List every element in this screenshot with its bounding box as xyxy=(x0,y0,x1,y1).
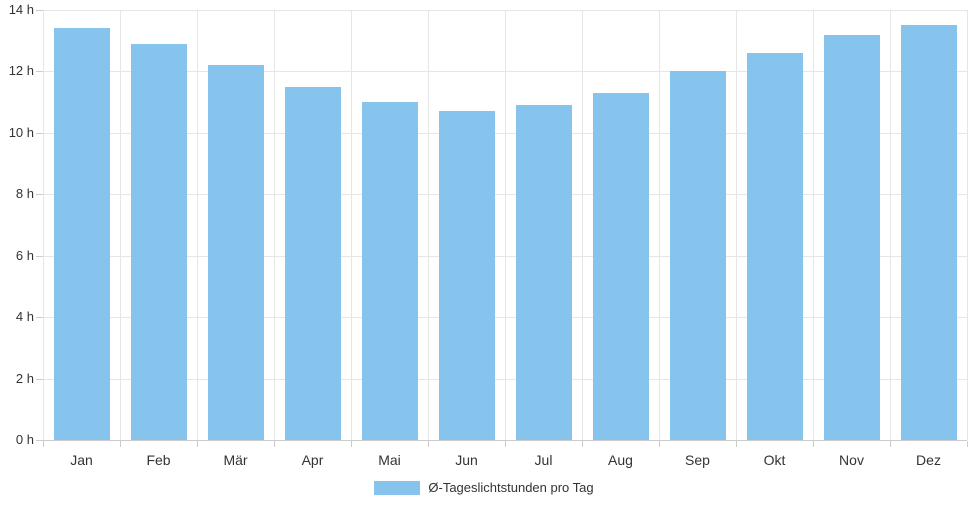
x-axis-tick xyxy=(659,441,660,447)
x-axis-tick xyxy=(351,441,352,447)
bar-sep[interactable] xyxy=(669,71,726,440)
bar-apr[interactable] xyxy=(284,86,341,440)
bar-jul[interactable] xyxy=(515,105,572,440)
x-axis-label: Jun xyxy=(455,452,478,468)
x-axis-label: Dez xyxy=(916,452,941,468)
v-gridline xyxy=(428,10,429,440)
h-gridline xyxy=(43,194,967,196)
x-axis-tick xyxy=(274,441,275,447)
x-axis-tick xyxy=(813,441,814,447)
x-axis-tick xyxy=(120,441,121,447)
x-axis-label: Nov xyxy=(839,452,864,468)
x-axis-label: Mär xyxy=(223,452,248,468)
x-axis-tick xyxy=(197,441,198,447)
x-axis-label: Sep xyxy=(685,452,710,468)
x-axis-label: Aug xyxy=(608,452,633,468)
legend-label: Ø-Tageslichtstunden pro Tag xyxy=(428,480,594,495)
y-axis-label: 2 h xyxy=(15,370,34,386)
v-gridline xyxy=(736,10,737,440)
h-gridline xyxy=(43,255,967,257)
v-gridline xyxy=(197,10,198,440)
v-gridline xyxy=(505,10,506,440)
y-axis-tick xyxy=(36,194,43,196)
y-axis-label: 4 h xyxy=(15,309,34,325)
legend-swatch[interactable] xyxy=(374,481,421,495)
h-gridline xyxy=(43,317,967,319)
v-gridline xyxy=(43,10,44,440)
x-axis-line xyxy=(43,440,967,441)
y-axis-label: 12 h xyxy=(8,63,34,79)
v-gridline xyxy=(813,10,814,440)
v-gridline xyxy=(890,10,891,440)
h-gridline xyxy=(43,132,967,134)
y-axis-tick xyxy=(36,71,43,73)
y-axis-tick xyxy=(36,317,43,319)
x-axis-tick xyxy=(505,441,506,447)
y-axis-label: 8 h xyxy=(15,186,34,202)
y-axis-tick xyxy=(36,255,43,257)
x-axis-label: Feb xyxy=(146,452,171,468)
x-axis-tick xyxy=(736,441,737,447)
v-gridline xyxy=(582,10,583,440)
v-gridline xyxy=(274,10,275,440)
bar-aug[interactable] xyxy=(592,92,649,440)
y-axis-tick xyxy=(36,132,43,134)
v-gridline xyxy=(659,10,660,440)
y-axis-tick xyxy=(36,378,43,380)
v-gridline xyxy=(120,10,121,440)
v-gridline xyxy=(351,10,352,440)
x-axis-tick xyxy=(428,441,429,447)
x-axis-label: Jul xyxy=(534,452,553,468)
bar-okt[interactable] xyxy=(746,53,803,440)
x-axis-label: Apr xyxy=(301,452,324,468)
x-axis-label: Okt xyxy=(763,452,786,468)
bar-mai[interactable] xyxy=(361,102,418,440)
h-gridline xyxy=(43,71,967,73)
bar-mär[interactable] xyxy=(207,65,264,440)
bar-jun[interactable] xyxy=(438,111,495,440)
x-axis-label: Jan xyxy=(70,452,93,468)
bar-nov[interactable] xyxy=(823,34,880,440)
x-axis-label: Mai xyxy=(378,452,401,468)
x-axis-tick xyxy=(43,441,44,447)
y-axis-label: 10 h xyxy=(8,124,34,140)
bar-jan[interactable] xyxy=(53,28,110,440)
y-axis-label: 14 h xyxy=(8,2,34,17)
y-axis-tick xyxy=(36,10,43,11)
bar-dez[interactable] xyxy=(900,25,957,440)
x-axis-tick xyxy=(890,441,891,447)
y-axis-label: 6 h xyxy=(15,247,34,263)
y-axis-label: 0 h xyxy=(15,432,34,447)
h-gridline xyxy=(43,378,967,380)
h-gridline xyxy=(43,10,967,11)
x-axis-tick xyxy=(582,441,583,447)
legend-item[interactable]: Ø-Tageslichtstunden pro Tag xyxy=(0,478,968,498)
bar-feb[interactable] xyxy=(130,43,187,440)
y-axis-tick xyxy=(36,440,43,441)
